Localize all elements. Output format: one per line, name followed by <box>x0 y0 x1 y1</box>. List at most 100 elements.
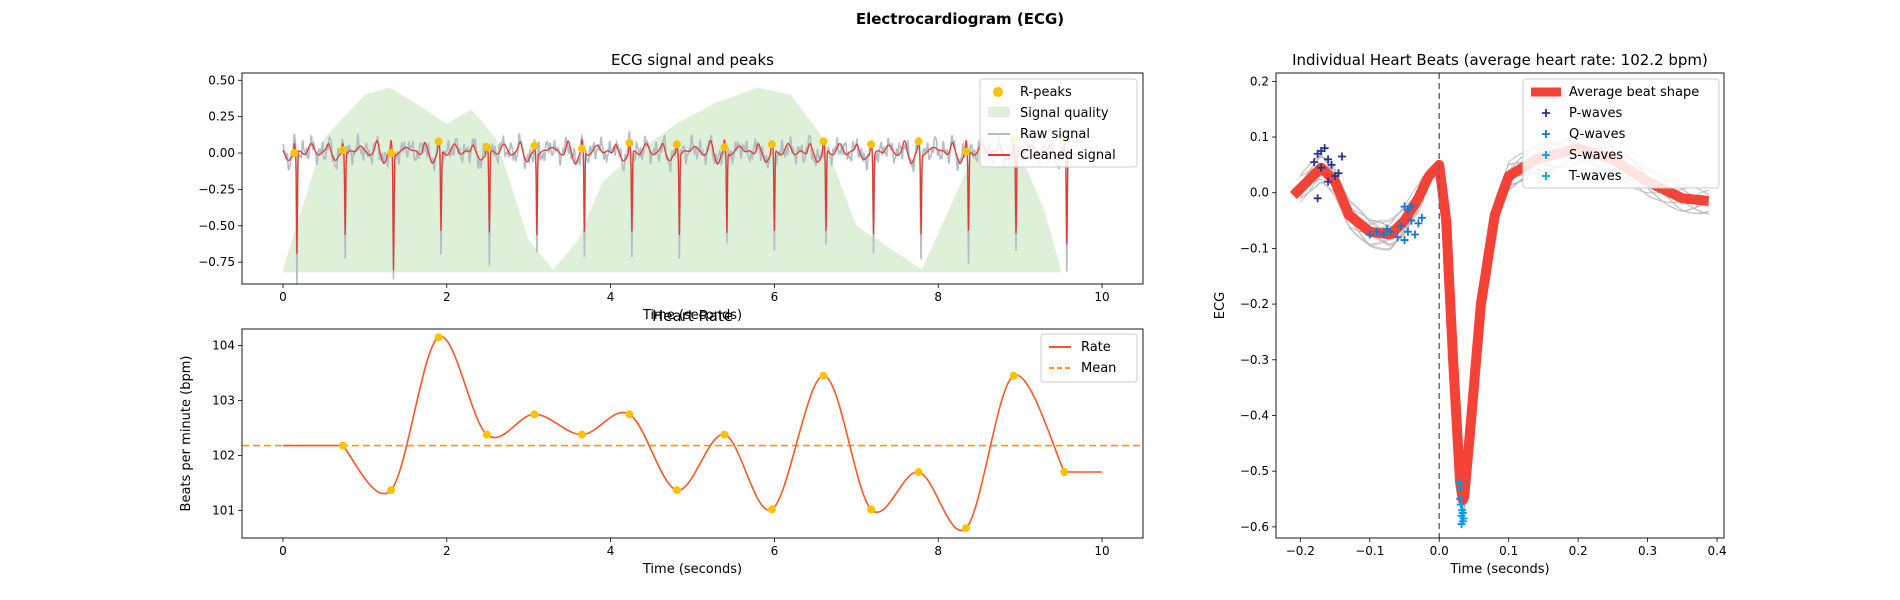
r-peak-point <box>720 143 729 152</box>
y-tick-label: 0.50 <box>208 73 235 87</box>
legend-t-label: T-waves <box>1568 169 1622 184</box>
q-wave-marker <box>1403 227 1412 236</box>
legend-wave-marker <box>1542 151 1550 159</box>
y-tick-label: 0.0 <box>1250 186 1269 200</box>
x-tick-label: 4 <box>607 290 615 304</box>
x-tick-label: 0 <box>279 290 287 304</box>
x-tick-label: 8 <box>934 544 942 558</box>
p-wave-marker <box>1327 160 1336 169</box>
axes-frame <box>241 72 1144 285</box>
q-wave-marker <box>1407 202 1416 211</box>
q-wave-marker <box>1400 236 1409 245</box>
y-tick-label: −0.50 <box>198 219 235 233</box>
y-tick-label: 102 <box>212 449 235 463</box>
rate-point <box>482 430 491 439</box>
plot-area <box>242 333 1143 533</box>
x-tick-label: 0.1 <box>1499 544 1518 558</box>
legend-s-label: S-waves <box>1569 148 1623 163</box>
y-axis-label: ECG <box>1213 292 1228 319</box>
r-peak-point <box>577 144 586 153</box>
q-wave-marker <box>1379 230 1388 239</box>
y-tick-label: −0.5 <box>1240 464 1269 478</box>
x-tick-label: 2 <box>443 290 451 304</box>
r-peak-point <box>290 149 299 158</box>
p-wave-marker <box>1324 177 1333 186</box>
y-axis-label: Beats per minute (bpm) <box>179 356 194 512</box>
y-tick-label: 103 <box>212 394 235 408</box>
x-axis-label: Time (seconds) <box>1449 562 1549 577</box>
q-wave-marker <box>1386 227 1395 236</box>
x-axis-label: Time (seconds) <box>642 562 742 577</box>
rate-point <box>338 441 347 450</box>
heart-rate-panel: Heart Rate 0 2 4 6 8 10 101 102 103 104 Time (secon… <box>179 307 1144 577</box>
ecg-signal-panel: ECG signal and peaks 0 2 4 6 8 10 −0.75 −0.50 −0.… <box>198 51 1144 323</box>
panel-title: Individual Heart Beats (average heart ra… <box>1292 51 1708 69</box>
r-peak-point <box>338 146 347 155</box>
q-wave-marker <box>1393 233 1402 242</box>
rate-point <box>672 486 681 495</box>
x-tick-label: 2 <box>443 544 451 558</box>
x-tick-label: 10 <box>1094 544 1109 558</box>
rate-point <box>914 468 923 476</box>
rate-line <box>282 336 1103 532</box>
r-peak-point <box>530 141 539 150</box>
q-wave-marker <box>1372 227 1381 236</box>
q-wave-marker <box>1407 216 1416 225</box>
legend-average-label: Average beat shape <box>1569 85 1699 100</box>
x-tick-label: 8 <box>934 290 942 304</box>
figure-title: Electrocardiogram (ECG) <box>856 10 1064 28</box>
y-tick-label: 104 <box>212 339 235 353</box>
q-wave-marker <box>1410 230 1419 239</box>
rate-point <box>819 371 828 380</box>
legend-mean-label: Mean <box>1081 361 1116 376</box>
r-peak-point <box>819 137 828 146</box>
rate-point <box>1009 371 1018 380</box>
y-tick-label: −0.75 <box>198 255 235 269</box>
y-tick-label: −0.2 <box>1240 297 1269 311</box>
x-tick-label: 4 <box>607 544 615 558</box>
legend-frame <box>1522 78 1720 189</box>
legend-frame <box>979 78 1138 168</box>
heart-beats-panel: Individual Heart Beats (average heart ra… <box>1213 51 1727 577</box>
rate-point <box>577 430 586 439</box>
q-wave-marker <box>1397 222 1406 231</box>
axes-frame <box>1275 72 1725 539</box>
r-peak-point <box>962 147 971 156</box>
x-tick-label: 6 <box>771 290 779 304</box>
rate-point <box>867 505 876 514</box>
s-wave-marker <box>1456 500 1465 509</box>
x-tick-label: 10 <box>1094 290 1109 304</box>
rate-point <box>387 486 396 495</box>
y-tick-label: 0.2 <box>1250 74 1269 88</box>
individual-beat-line <box>1299 155 1709 485</box>
p-wave-marker <box>1324 155 1333 164</box>
legend-rpeaks-label: R-peaks <box>1020 85 1072 100</box>
y-tick-label: −0.1 <box>1240 241 1269 255</box>
legend-wave-marker <box>1542 172 1550 180</box>
r-peak-point <box>914 137 923 146</box>
x-tick-label: 0 <box>279 544 287 558</box>
legend-rate-label: Rate <box>1081 340 1111 355</box>
legend-quality-label: Signal quality <box>1020 106 1109 121</box>
rate-point <box>720 430 729 439</box>
panel-title: ECG signal and peaks <box>611 51 774 69</box>
s-wave-marker <box>1455 478 1464 487</box>
p-wave-marker <box>1334 169 1343 178</box>
x-tick-label: −0.2 <box>1286 544 1315 558</box>
y-tick-label: 0.00 <box>208 146 235 160</box>
r-peak-point <box>767 140 776 149</box>
r-peak-point <box>482 143 491 152</box>
rate-point <box>767 505 776 514</box>
rate-point <box>1060 468 1069 476</box>
individual-beat-line <box>1299 147 1709 519</box>
s-wave-marker <box>1457 520 1466 529</box>
s-wave-marker <box>1458 508 1467 517</box>
y-tick-label: 0.25 <box>208 110 235 124</box>
p-wave-marker <box>1337 152 1346 161</box>
individual-beat-line <box>1299 154 1709 496</box>
legend-wave-marker <box>1542 109 1550 117</box>
legend-p-label: P-waves <box>1569 106 1623 121</box>
p-wave-marker <box>1317 163 1326 172</box>
legend-quality-swatch <box>988 107 1010 117</box>
